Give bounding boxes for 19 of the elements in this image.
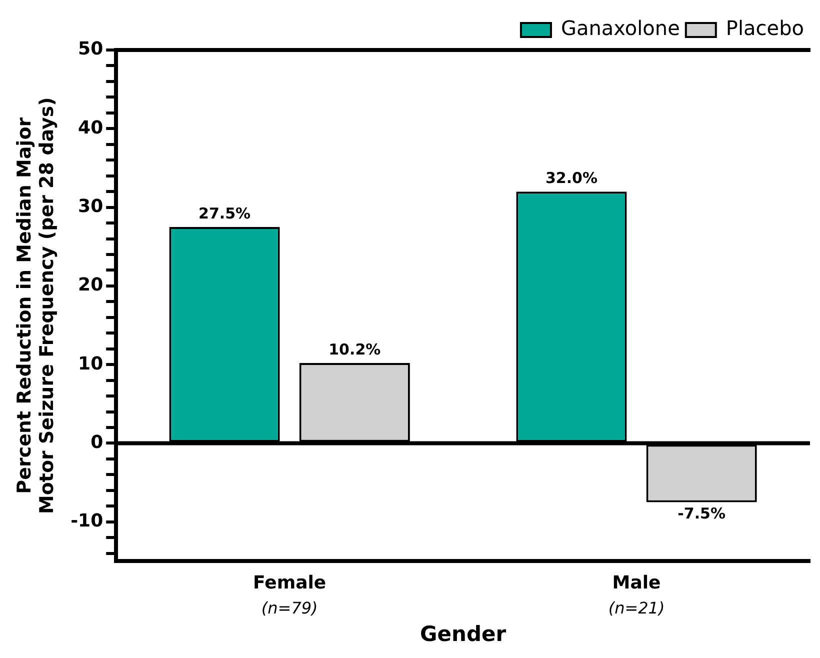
x-tick-label: Female <box>253 572 326 594</box>
y-tick-label: 10 <box>78 353 104 374</box>
text: (n=21) <box>608 598 665 618</box>
x-tick-label: Male <box>612 572 661 594</box>
text: (n=79) <box>261 598 318 618</box>
x-axis-title: Gender <box>420 622 507 646</box>
y-tick-label: 30 <box>78 196 104 217</box>
data-label: 32.0% <box>545 168 598 187</box>
legend-label: Placebo <box>726 16 804 40</box>
y-tick-label: 0 <box>90 432 104 453</box>
y-tick-label: 40 <box>78 117 104 138</box>
y-tick-label: 50 <box>78 38 104 60</box>
y-tick-label: 20 <box>78 274 104 296</box>
legend-label: Ganaxolone <box>560 16 680 40</box>
y-tick-label: -10 <box>70 510 104 532</box>
data-label: -7.5% <box>678 504 726 523</box>
data-label: 27.5% <box>198 204 251 222</box>
y-axis-title: Percent Reduction in Median Major Motor Seizure Frequency (per 28 days) <box>13 97 58 514</box>
data-label: 10.2% <box>328 340 381 358</box>
